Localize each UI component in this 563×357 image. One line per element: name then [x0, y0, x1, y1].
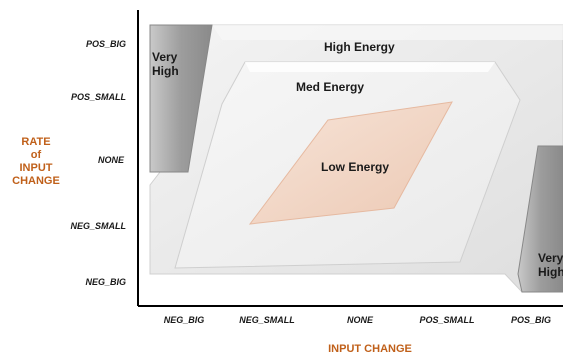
y-tick-label: POS_SMALL [70, 92, 126, 102]
very-high-left-label: Very High [152, 50, 179, 78]
y-axis-title-line: INPUT [19, 162, 53, 174]
x-tick-label: NONE [346, 315, 373, 325]
very-high-right-line: Very [538, 251, 563, 265]
low-energy-region [248, 101, 453, 225]
axes [137, 10, 563, 307]
y-tick-label: POS_BIG [85, 39, 126, 49]
very-high-right-region [517, 145, 563, 293]
very-high-right-label: Very High [538, 251, 563, 279]
x-tick-label: NEG_SMALL [239, 315, 295, 325]
y-tick-label: NEG_SMALL [70, 221, 126, 231]
x-axis-title: INPUT CHANGE [328, 343, 412, 355]
high-energy-label: High Energy [324, 40, 395, 54]
y-tick-label: NEG_BIG [85, 277, 126, 287]
med-energy-label: Med Energy [296, 80, 365, 94]
y-axis-title-line: RATE [21, 136, 51, 148]
x-tick-label: POS_BIG [510, 315, 551, 325]
y-axis-title: RATE of INPUT CHANGE [2, 136, 70, 188]
x-tick-label: POS_SMALL [419, 315, 475, 325]
y-axis-title-line: CHANGE [12, 175, 60, 187]
low-energy-label: Low Energy [321, 160, 390, 174]
very-high-left-line: Very [152, 50, 178, 64]
y-tick-label: NONE [97, 155, 124, 165]
x-tick-label: NEG_BIG [163, 315, 205, 325]
very-high-left-line: High [152, 64, 179, 78]
very-high-right-line: High [538, 265, 563, 279]
very-high-left-region [149, 24, 213, 173]
y-axis-title-line: of [30, 149, 42, 161]
